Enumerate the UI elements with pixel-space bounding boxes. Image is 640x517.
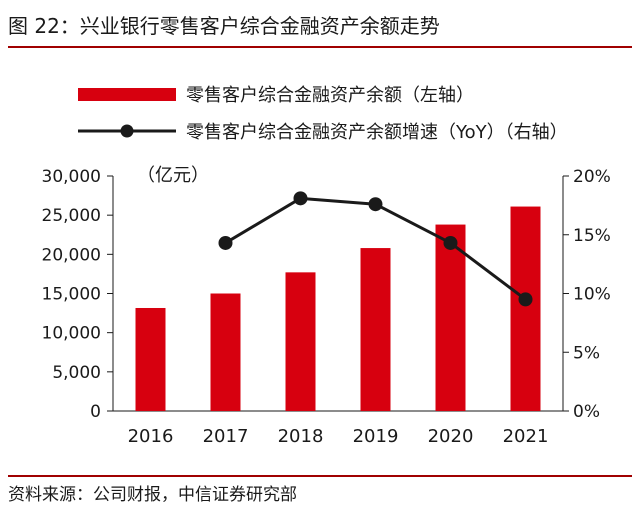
source-note: 资料来源：公司财报，中信证券研究部	[8, 485, 297, 505]
x-tick-label: 2021	[503, 426, 549, 447]
growth-point-2018	[293, 191, 308, 206]
right-tick-label: 15%	[573, 226, 611, 246]
bar-2021	[510, 206, 541, 411]
source-rule	[8, 475, 632, 477]
left-tick-label: 15,000	[42, 285, 101, 305]
legend-bar-label: 零售客户综合金融资产余额（左轴）	[186, 85, 474, 106]
x-tick-label: 2018	[278, 426, 324, 447]
left-tick-label: 20,000	[42, 245, 101, 265]
left-tick-label: 5,000	[52, 363, 101, 383]
title-rule	[8, 46, 632, 48]
legend: 零售客户综合金融资产余额（左轴） 零售客户综合金融资产余额增速（YoY）（右轴）	[78, 85, 568, 143]
growth-point-2020	[443, 235, 458, 250]
left-tick-label: 25,000	[42, 206, 101, 226]
growth-point-2019	[368, 197, 383, 212]
left-axis-unit-label: （亿元）	[137, 165, 209, 186]
left-axis-ticks: 0 5,000 10,000 15,000 20,000 25,000 30,000	[42, 167, 113, 422]
right-tick-label: 5%	[573, 343, 600, 363]
right-tick-label: 10%	[573, 285, 611, 305]
left-tick-label: 30,000	[42, 167, 101, 187]
x-axis-ticks: 2016 2017 2018 2019 2020 2021	[128, 426, 549, 447]
bar-2016	[135, 307, 166, 411]
right-tick-label: 20%	[573, 167, 611, 187]
left-tick-label: 10,000	[42, 324, 101, 344]
right-tick-label: 0%	[573, 402, 600, 422]
legend-line-marker	[120, 124, 134, 138]
x-tick-label: 2020	[428, 426, 474, 447]
right-axis-ticks: 0% 5% 10% 15% 20%	[563, 167, 611, 422]
figure-title: 图 22：兴业银行零售客户综合金融资产余额走势	[8, 14, 440, 38]
legend-bar-swatch	[78, 88, 176, 101]
bar-series	[135, 206, 541, 411]
growth-point-2017	[218, 235, 233, 250]
bar-2018	[285, 272, 316, 411]
growth-point-2021	[518, 292, 533, 307]
line-series	[218, 191, 533, 307]
left-tick-label: 0	[90, 402, 101, 422]
bar-2019	[360, 248, 391, 411]
x-tick-label: 2019	[353, 426, 399, 447]
x-tick-label: 2017	[203, 426, 249, 447]
legend-line-label: 零售客户综合金融资产余额增速（YoY）（右轴）	[186, 122, 568, 143]
x-tick-label: 2016	[128, 426, 174, 447]
bar-2017	[210, 293, 241, 411]
bar-2020	[435, 224, 466, 411]
